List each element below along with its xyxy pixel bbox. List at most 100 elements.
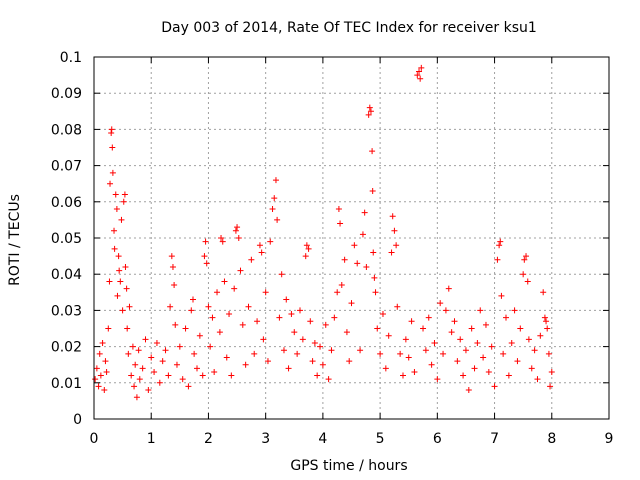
- data-point: [545, 350, 552, 357]
- data-point: [109, 144, 116, 151]
- data-point: [105, 325, 112, 332]
- data-point: [99, 339, 106, 346]
- data-point: [285, 365, 292, 372]
- data-point: [151, 368, 158, 375]
- data-point: [165, 372, 172, 379]
- data-point: [126, 303, 133, 310]
- data-point: [228, 372, 235, 379]
- data-point: [106, 278, 113, 285]
- data-point: [223, 354, 230, 361]
- y-tick-label: 0.05: [51, 231, 82, 247]
- data-point: [189, 296, 196, 303]
- data-point: [525, 336, 532, 343]
- data-point: [389, 213, 396, 220]
- data-point: [468, 325, 475, 332]
- data-point: [264, 358, 271, 365]
- data-point: [92, 376, 99, 383]
- data-point: [294, 350, 301, 357]
- data-point: [112, 191, 119, 198]
- data-point: [357, 347, 364, 354]
- data-point: [169, 263, 176, 270]
- data-point: [442, 307, 449, 314]
- data-point: [482, 321, 489, 328]
- data-point: [448, 329, 455, 336]
- data-point: [388, 249, 395, 256]
- data-point: [371, 274, 378, 281]
- data-point: [211, 368, 218, 375]
- data-point: [176, 343, 183, 350]
- data-point: [341, 256, 348, 263]
- data-point: [497, 238, 504, 245]
- plot-frame: [93, 56, 610, 420]
- data-point: [346, 358, 353, 365]
- data-point: [248, 256, 255, 263]
- data-point: [291, 329, 298, 336]
- data-point: [317, 343, 324, 350]
- data-point: [214, 289, 221, 296]
- data-point: [305, 245, 312, 252]
- data-point: [498, 292, 505, 299]
- data-point: [117, 278, 124, 285]
- x-tick-label: 5: [376, 431, 385, 447]
- data-point: [405, 354, 412, 361]
- data-point: [148, 354, 155, 361]
- data-point: [205, 303, 212, 310]
- data-point: [477, 307, 484, 314]
- data-points: [92, 64, 555, 401]
- data-point: [125, 350, 132, 357]
- data-point: [400, 372, 406, 379]
- data-point: [121, 191, 128, 198]
- data-point: [101, 387, 108, 394]
- data-point: [262, 289, 269, 296]
- data-point: [234, 224, 241, 231]
- data-point: [363, 263, 370, 270]
- data-point: [359, 231, 366, 238]
- data-point: [153, 339, 160, 346]
- data-point: [128, 372, 135, 379]
- data-point: [544, 325, 551, 332]
- y-tick-label: 0.08: [51, 122, 82, 138]
- data-point: [514, 358, 521, 365]
- data-point: [307, 318, 314, 325]
- data-point: [114, 292, 121, 299]
- y-tick-label: 0.07: [51, 159, 82, 175]
- data-point: [299, 336, 306, 343]
- data-point: [226, 311, 233, 318]
- data-point: [537, 332, 544, 339]
- data-point: [372, 289, 379, 296]
- data-point: [351, 242, 358, 249]
- data-point: [116, 267, 123, 274]
- data-point: [129, 343, 136, 350]
- data-point: [503, 314, 509, 321]
- data-point: [159, 358, 166, 365]
- x-tick-labels: 0 1 2 3 4 5 6 7 8 9: [90, 431, 614, 447]
- data-point: [343, 329, 350, 336]
- data-point: [494, 256, 501, 263]
- data-point: [474, 339, 481, 346]
- data-point: [491, 383, 498, 390]
- data-point: [543, 318, 550, 325]
- y-tick-label: 0.09: [51, 86, 82, 102]
- data-point: [367, 108, 374, 115]
- data-point: [209, 314, 216, 321]
- data-point: [397, 350, 404, 357]
- data-point: [508, 339, 515, 346]
- data-point: [235, 235, 242, 241]
- data-point: [488, 343, 495, 350]
- data-point: [335, 206, 342, 213]
- data-point: [254, 318, 261, 325]
- data-point: [173, 361, 180, 368]
- data-point: [167, 303, 174, 310]
- y-tick-label: 0.01: [51, 376, 82, 392]
- data-point: [309, 358, 316, 365]
- x-tick-label: 4: [318, 431, 327, 447]
- data-point: [182, 325, 189, 332]
- x-tick-label: 2: [204, 431, 213, 447]
- data-point: [462, 347, 469, 354]
- data-point: [437, 300, 444, 307]
- data-point: [457, 336, 464, 343]
- data-point: [431, 339, 438, 346]
- data-point: [283, 296, 290, 303]
- data-point: [517, 325, 524, 332]
- y-tick-labels: 0 0.01 0.02 0.03 0.04 0.05 0.06 0.07 0.08 0.09 0.1: [51, 50, 82, 428]
